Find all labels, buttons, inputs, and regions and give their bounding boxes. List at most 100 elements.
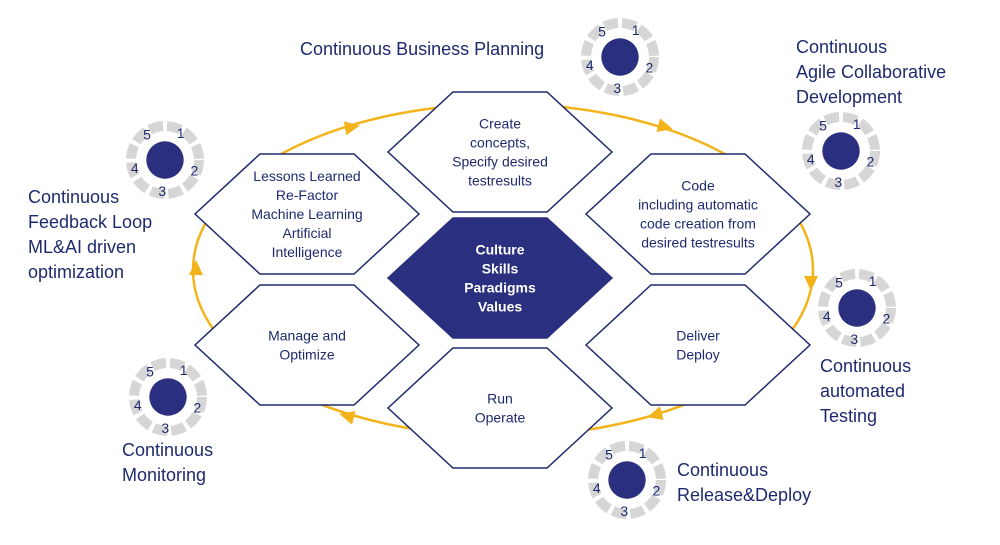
cog-number: 2 xyxy=(652,483,660,499)
cog-number: 4 xyxy=(134,397,142,413)
outer-label-layer: Continuous Business Planning Continuous Ag… xyxy=(28,37,946,505)
hexagon-text-line: Machine Learning xyxy=(251,206,362,222)
outer-label-line: Release&Deploy xyxy=(677,485,811,505)
cog-core xyxy=(146,141,184,179)
hexagon-shape xyxy=(386,347,614,469)
orbit-arrow-icon xyxy=(339,411,356,425)
outer-label-agile: Continuous Agile Collaborative Development xyxy=(796,37,946,107)
outer-label-line: Monitoring xyxy=(122,465,206,485)
process-cog-icon: 1 2 3 4 5 xyxy=(129,358,207,436)
hexagon-text-line: desired testresults xyxy=(641,235,755,251)
orbit-arrow-icon xyxy=(189,260,203,275)
outer-label-line: Continuous xyxy=(28,187,119,207)
cog-number: 4 xyxy=(586,57,594,73)
hexagon-text-line: Run xyxy=(487,391,513,407)
cog-number: 3 xyxy=(834,174,842,190)
process-cog-icon: 1 2 3 4 5 xyxy=(581,18,659,96)
cog-number: 3 xyxy=(850,331,858,347)
cog-number: 1 xyxy=(639,445,647,461)
center-hexagon-shape xyxy=(386,217,614,339)
process-cog-icon: 1 2 3 4 5 xyxy=(588,441,666,519)
hexagon-text-line: Deliver xyxy=(676,328,720,344)
outer-label-line: optimization xyxy=(28,262,124,282)
cog-number: 2 xyxy=(193,400,201,416)
center-hexagon-text-line: Culture xyxy=(476,242,525,258)
cog-number: 4 xyxy=(823,308,831,324)
outer-label-line: ML&AI driven xyxy=(28,237,136,257)
cog-number: 5 xyxy=(143,126,151,142)
outer-label-line: Continuous xyxy=(122,440,213,460)
hexagon-deliver: Deliver Deploy xyxy=(584,284,812,406)
center-hexagon-text-line: Values xyxy=(478,299,523,315)
cog-number: 4 xyxy=(593,480,601,496)
orbit-arrow-icon xyxy=(656,118,673,132)
outer-label-line: Agile Collaborative xyxy=(796,62,946,82)
hexagon-shape xyxy=(386,91,614,213)
cog-number: 5 xyxy=(605,446,613,462)
cog-number: 4 xyxy=(807,151,815,167)
cog-core xyxy=(608,461,646,499)
cog-number: 5 xyxy=(598,23,606,39)
hexagon-shape xyxy=(193,284,421,406)
cog-number: 3 xyxy=(161,420,169,436)
cog-core xyxy=(822,132,860,170)
cog-number: 1 xyxy=(853,116,861,132)
hexagon-run: Run Operate xyxy=(386,347,614,469)
outer-label-line: Development xyxy=(796,87,902,107)
cog-number: 4 xyxy=(131,160,139,176)
cog-number: 3 xyxy=(613,80,621,96)
outer-label-line: Continuous xyxy=(796,37,887,57)
outer-label-line: automated xyxy=(820,381,905,401)
hexagon-text-line: code creation from xyxy=(640,216,756,232)
hexagon-text-line: Deploy xyxy=(676,347,720,363)
orbit-arrow-icon xyxy=(804,276,818,291)
hexagon-manage: Manage and Optimize xyxy=(193,284,421,406)
hexagon-shape xyxy=(584,153,812,275)
hexagon-create: Create concepts, Specify desired testresult… xyxy=(386,91,614,213)
hexagon-text-line: including automatic xyxy=(638,197,758,213)
hexagon-text-line: Manage and xyxy=(268,328,346,344)
hexagon-lessons: Lessons Learned Re-Factor Machine Learning… xyxy=(193,153,421,275)
process-cog-icon: 1 2 3 4 5 xyxy=(126,121,204,199)
outer-label-line: Continuous Business Planning xyxy=(300,39,544,59)
cog-number: 2 xyxy=(866,154,874,170)
cog-number: 5 xyxy=(835,274,843,290)
outer-label-feedback: Continuous Feedback Loop ML&AI driven optim… xyxy=(28,187,152,282)
cog-number: 5 xyxy=(146,363,154,379)
cog-number: 3 xyxy=(620,503,628,519)
center-hexagon: Culture Skills Paradigms Values xyxy=(386,217,614,339)
cog-number: 3 xyxy=(158,183,166,199)
center-hexagon-text-line: Paradigms xyxy=(464,280,536,296)
hexagon-text-line: Artificial xyxy=(282,225,331,241)
process-cog-icon: 1 2 3 4 5 xyxy=(802,112,880,190)
hexagon-layer: Create concepts, Specify desired testresult… xyxy=(193,91,812,469)
cog-number: 1 xyxy=(869,273,877,289)
hexagon-text-line: Create xyxy=(479,116,521,132)
outer-label-line: Continuous xyxy=(677,460,768,480)
outer-label-planning: Continuous Business Planning xyxy=(300,39,544,59)
hexagon-text-line: Lessons Learned xyxy=(253,168,360,184)
hexagon-text-line: Re-Factor xyxy=(276,187,339,203)
outer-label-release: Continuous Release&Deploy xyxy=(677,460,811,505)
orbit-arrows xyxy=(189,118,818,425)
hexagon-text-line: Specify desired xyxy=(452,154,548,170)
hexagon-text-line: Optimize xyxy=(279,347,334,363)
outer-label-line: Continuous xyxy=(820,356,911,376)
hexagon-shape xyxy=(193,153,421,275)
cog-number: 5 xyxy=(819,117,827,133)
hexagon-shape xyxy=(584,284,812,406)
hexagon-code: Code including automatic code creation fro… xyxy=(584,153,812,275)
outer-label-testing: Continuous automated Testing xyxy=(820,356,911,426)
cog-number: 1 xyxy=(180,362,188,378)
cog-layer: 1 2 3 4 5 1 2 3 4 5 1 2 3 4 5 1 2 3 4 5 1 2 3 4 5 1 2 3 4 5 xyxy=(126,18,896,519)
cog-number: 2 xyxy=(882,311,890,327)
hexagon-text-line: Intelligence xyxy=(272,244,343,260)
cog-number: 1 xyxy=(177,125,185,141)
outer-label-line: Testing xyxy=(820,406,877,426)
outer-label-line: Feedback Loop xyxy=(28,212,152,232)
cog-number: 2 xyxy=(645,60,653,76)
cog-number: 2 xyxy=(190,163,198,179)
outer-label-monitoring: Continuous Monitoring xyxy=(122,440,213,485)
